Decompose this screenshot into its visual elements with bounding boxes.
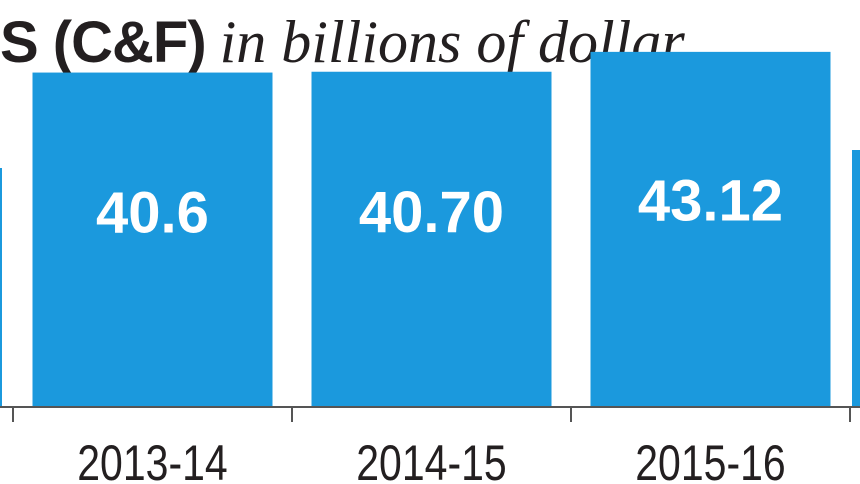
chart-title-bold: S (C&F): [0, 10, 207, 75]
bar: [32, 72, 273, 406]
bar: [311, 71, 552, 407]
x-tick-label: 2013-14: [77, 435, 227, 484]
x-tick-label: 2014-15: [356, 435, 506, 484]
bar-value-label: 43.12: [638, 169, 783, 234]
bar: [590, 51, 831, 406]
bar-cropped-left: [0, 168, 2, 406]
bar-value-label: 40.6: [96, 181, 209, 246]
bar-value-label: 40.70: [359, 180, 504, 245]
bar-cropped-right: [852, 150, 860, 406]
x-tick-label: 2015-16: [635, 435, 785, 484]
